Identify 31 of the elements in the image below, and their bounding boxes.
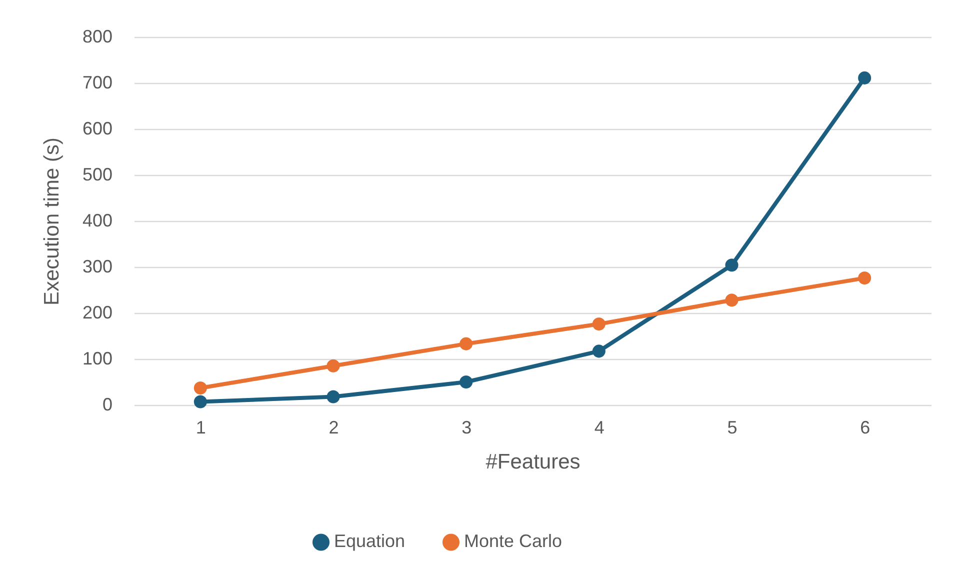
y-tick-label: 400 [82, 210, 112, 230]
y-tick-label: 700 [82, 72, 112, 92]
point [858, 272, 872, 285]
x-tick-label: 5 [727, 418, 738, 438]
point [592, 318, 606, 331]
point [194, 395, 207, 408]
point [460, 375, 473, 389]
legend-label: Monte Carlo [464, 531, 562, 552]
point [592, 344, 606, 358]
x-tick-label: 3 [462, 418, 472, 438]
point [194, 381, 207, 394]
x-tick-label: 2 [328, 418, 339, 438]
point [326, 390, 340, 404]
y-tick-label: 800 [82, 26, 112, 46]
y-tick-label: 300 [82, 256, 112, 276]
point [326, 359, 340, 372]
point [725, 294, 738, 307]
point [725, 258, 738, 272]
y-tick-label: 0 [102, 394, 112, 414]
y-tick-label: 200 [82, 302, 112, 322]
y-axis-title: Execution time (s) [40, 137, 64, 306]
point [460, 337, 473, 350]
y-tick-label: 600 [82, 118, 112, 138]
x-axis-title: #Features [486, 450, 580, 474]
x-tick-label: 4 [594, 418, 604, 438]
legend-label: Equation [334, 531, 406, 552]
y-tick-label: 500 [82, 164, 112, 184]
x-tick-label: 1 [196, 418, 206, 438]
x-tick-label: 6 [860, 418, 870, 438]
y-tick-label: 100 [82, 348, 112, 368]
point [858, 71, 872, 84]
